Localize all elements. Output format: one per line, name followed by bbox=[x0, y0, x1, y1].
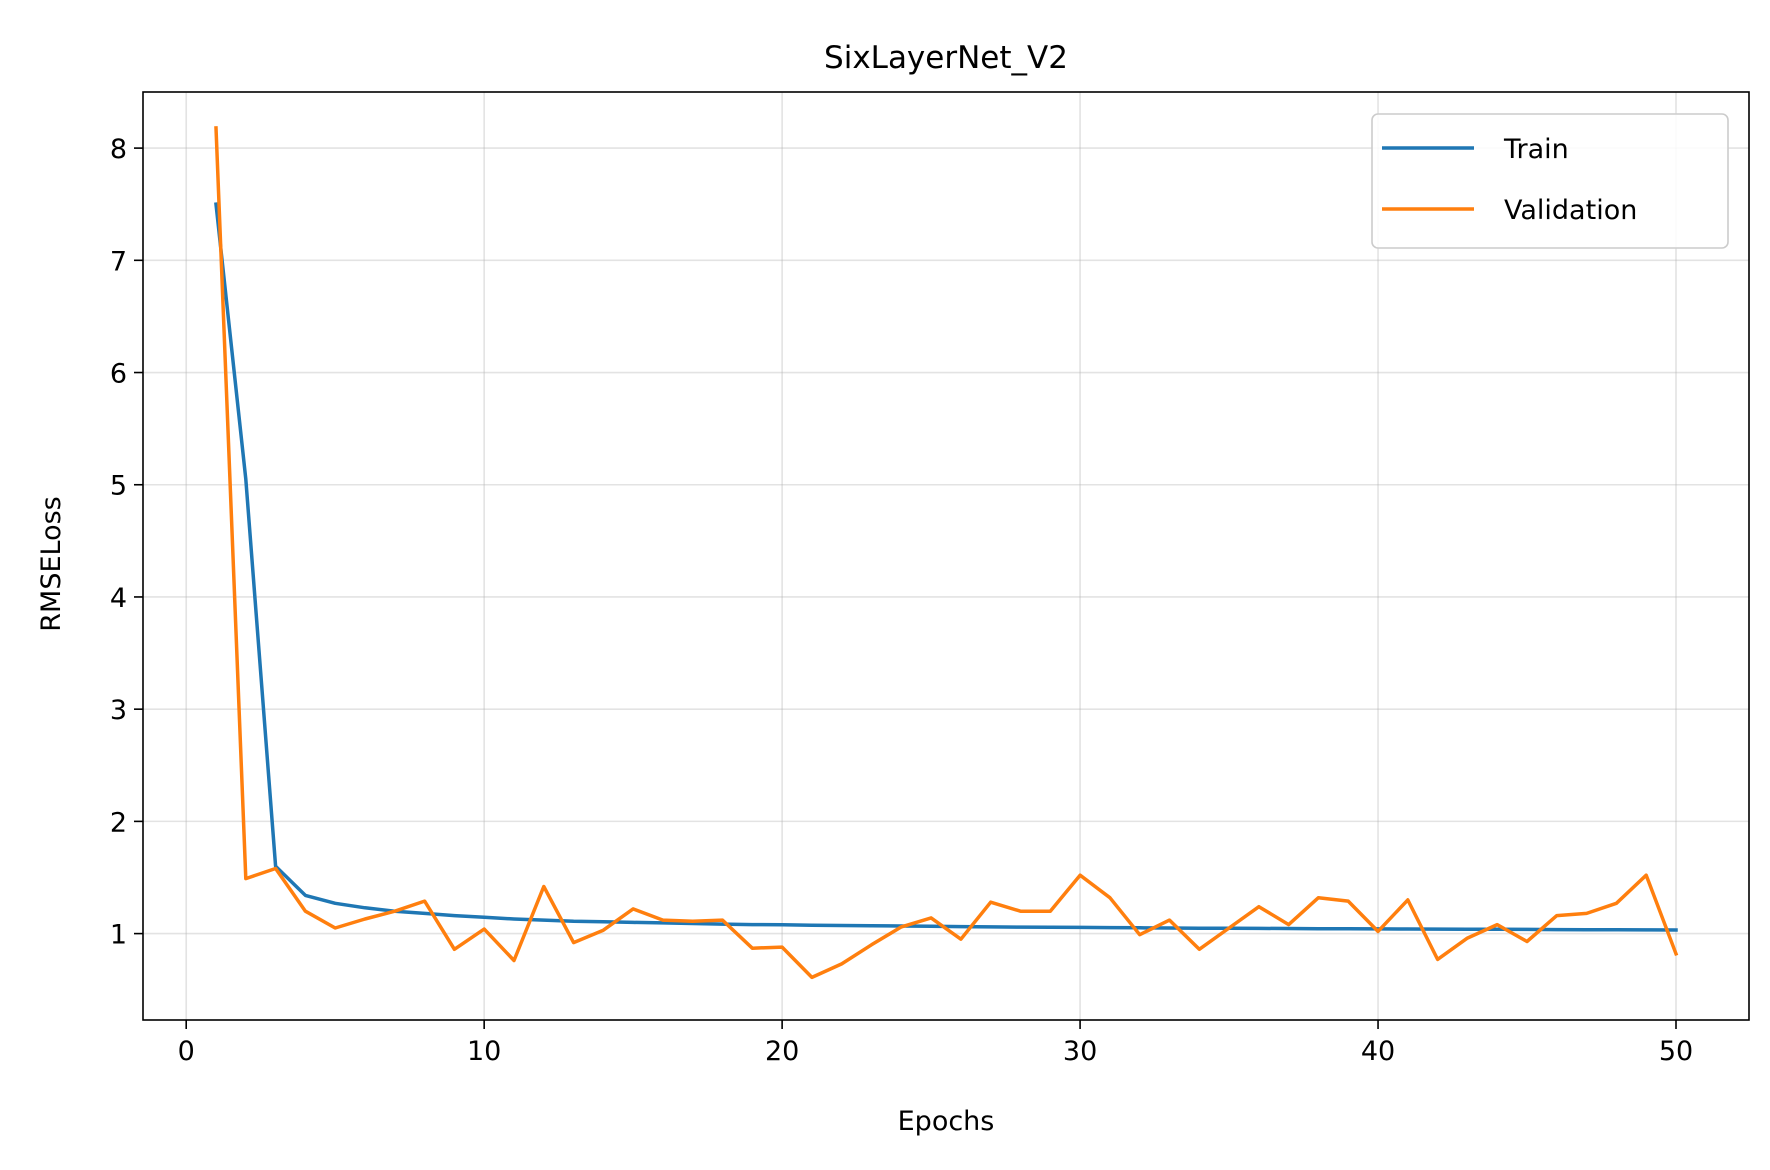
y-tick-label: 8 bbox=[110, 134, 127, 165]
chart-title: SixLayerNet_V2 bbox=[824, 40, 1068, 76]
x-tick-label: 30 bbox=[1063, 1036, 1097, 1067]
series-layer bbox=[214, 126, 1679, 980]
legend: Train Validation bbox=[1371, 113, 1729, 249]
x-tick-label: 0 bbox=[178, 1036, 195, 1067]
x-tick-label: 10 bbox=[467, 1036, 501, 1067]
x-tick-label: 50 bbox=[1659, 1036, 1693, 1067]
y-tick-label: 7 bbox=[110, 246, 127, 277]
y-tick-label: 5 bbox=[110, 471, 127, 502]
x-tick-label: 40 bbox=[1361, 1036, 1395, 1067]
y-tick-label: 6 bbox=[110, 359, 127, 390]
x-axis-label: Epochs bbox=[898, 1106, 995, 1137]
y-tick-label: 2 bbox=[110, 807, 127, 838]
y-tick-label: 1 bbox=[110, 920, 127, 951]
y-axis-label: RMSELoss bbox=[36, 496, 67, 631]
plot-frame bbox=[142, 91, 1750, 1021]
x-tick-label: 20 bbox=[765, 1036, 799, 1067]
y-tick-label: 3 bbox=[110, 695, 127, 726]
x-axis: 0 10 20 30 40 50 bbox=[178, 1020, 1693, 1067]
legend-validation-label: Validation bbox=[1504, 195, 1637, 226]
legend-train-label: Train bbox=[1503, 134, 1569, 165]
y-tick-label: 4 bbox=[110, 583, 127, 614]
y-axis: 1 2 3 4 5 6 7 8 bbox=[110, 134, 143, 951]
series-line-validation bbox=[214, 126, 1679, 980]
grid bbox=[143, 92, 1749, 1020]
